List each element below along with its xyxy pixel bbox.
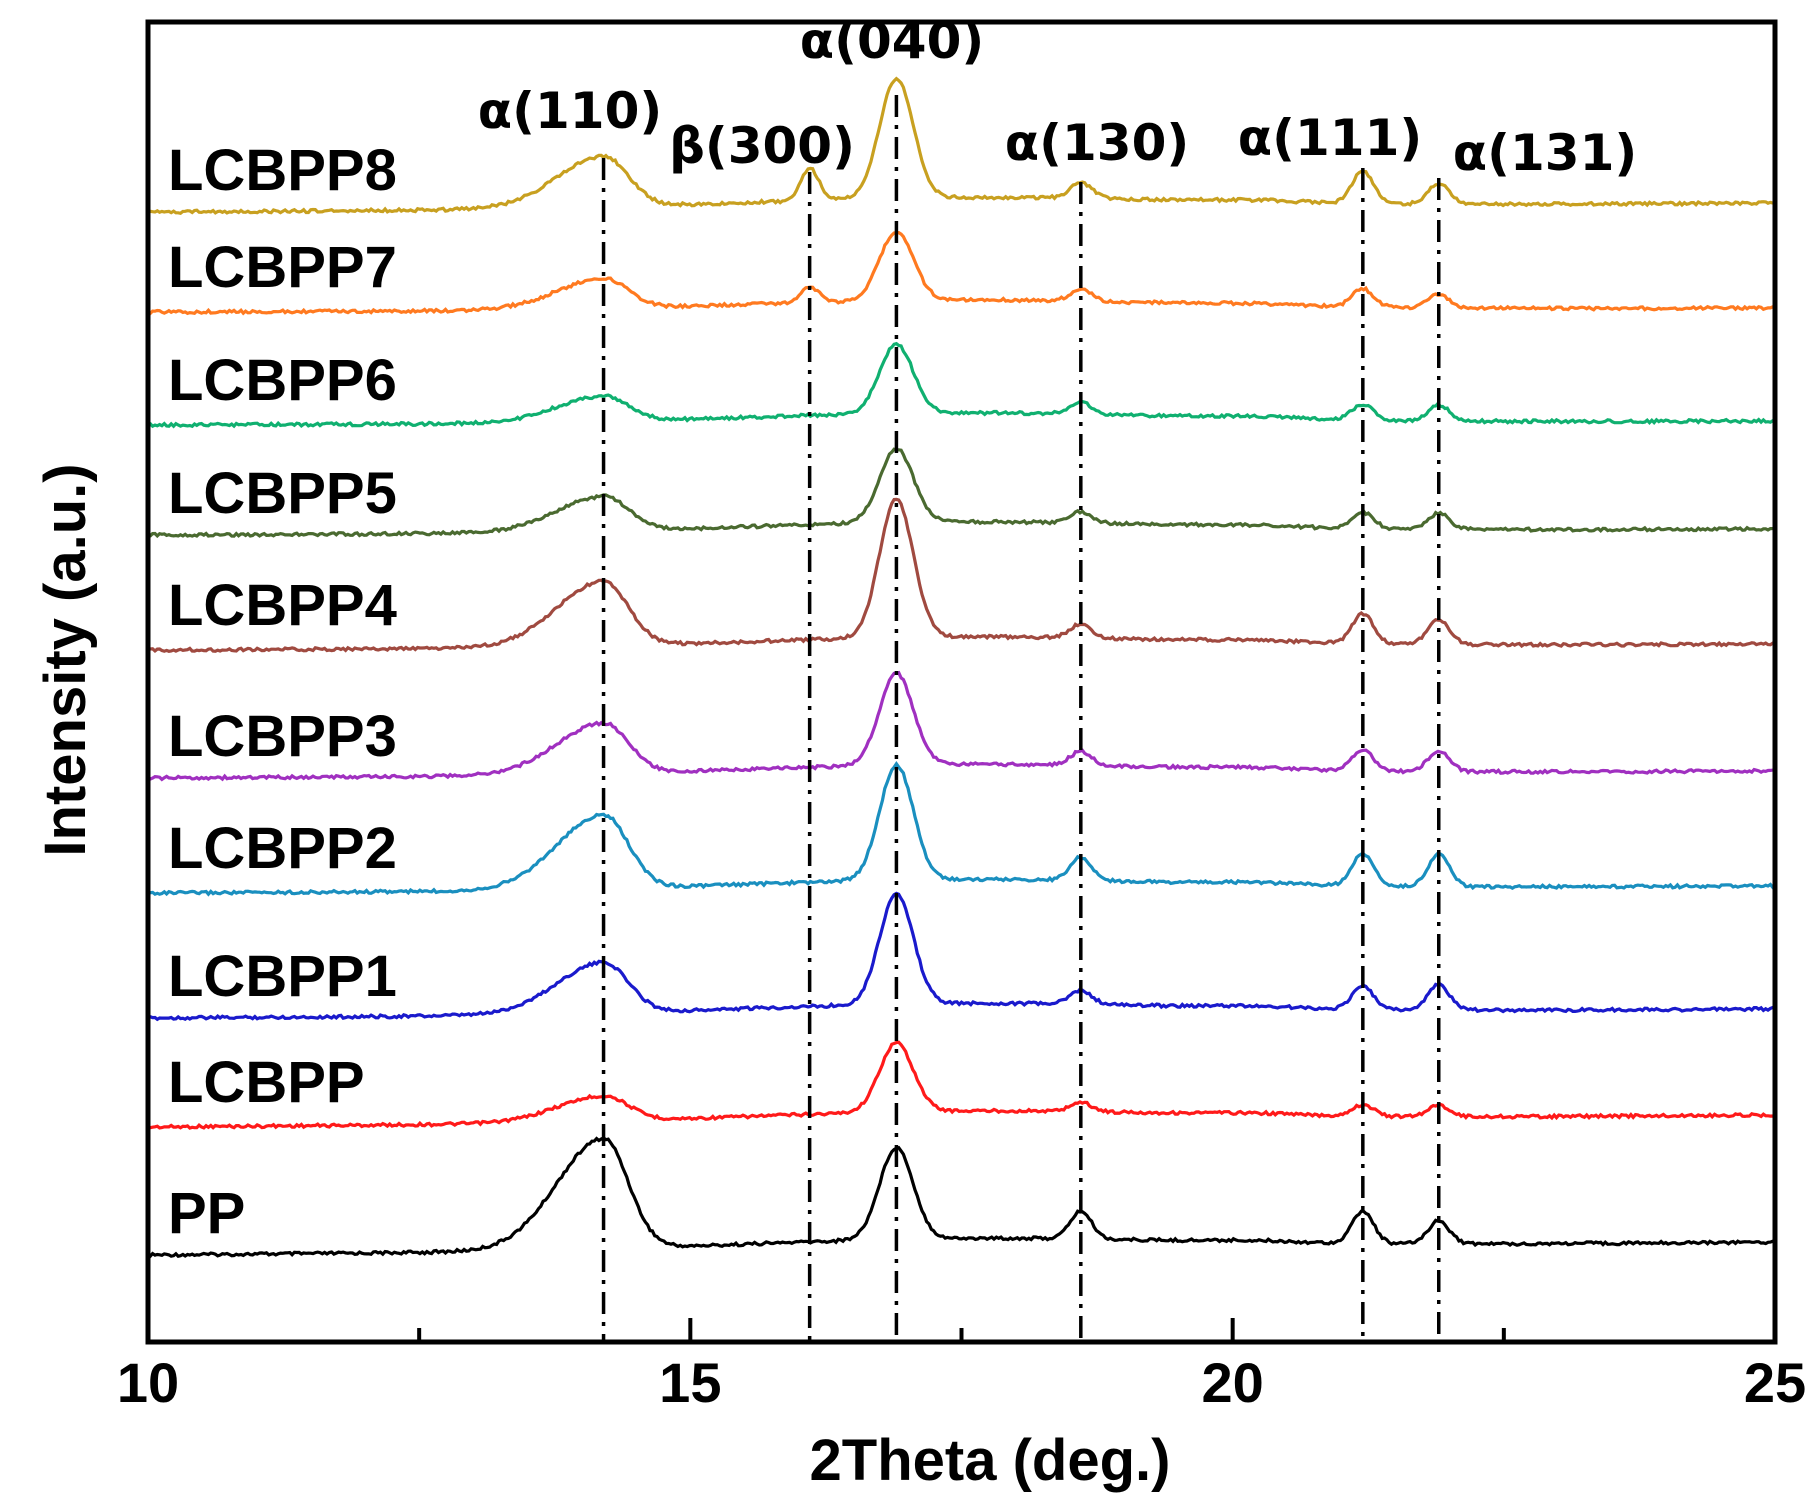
series-label-lcbpp3: LCBPP3 — [168, 704, 397, 769]
series-line-lcbpp5 — [147, 447, 1776, 539]
series-label-lcbpp8: LCBPP8 — [168, 138, 397, 203]
x-tick-label: 15 — [659, 1351, 721, 1414]
series-label-lcbpp: LCBPP — [168, 1050, 365, 1115]
x-tick-label: 10 — [117, 1351, 179, 1414]
series-label-lcbpp1: LCBPP1 — [168, 944, 397, 1009]
x-tick-label: 20 — [1202, 1351, 1264, 1414]
peak-marker-lines — [601, 95, 1441, 1342]
series-labels: PP LCBPP LCBPP1 LCBPP2 LCBPP3 LCBPP4 LCBPP5 LCB… — [168, 138, 397, 1246]
y-axis-title: Intensity (a.u.) — [33, 463, 98, 856]
series-line-lcbpp1 — [147, 891, 1776, 1022]
series-curves — [146, 76, 1777, 1259]
series-line-lcbpp7 — [146, 231, 1776, 316]
series-label-lcbpp7: LCBPP7 — [168, 235, 397, 300]
peak-label: α(131) — [1453, 124, 1637, 182]
series-line-pp — [146, 1136, 1777, 1259]
series-label-lcbpp5: LCBPP5 — [168, 461, 397, 526]
x-tick-label: 25 — [1744, 1351, 1806, 1414]
series-label-lcbpp4: LCBPP4 — [168, 573, 397, 638]
series-line-lcbpp8 — [146, 76, 1776, 216]
series-label-lcbpp6: LCBPP6 — [168, 348, 397, 413]
series-line-lcbpp — [147, 1040, 1776, 1130]
peak-label: β(300) — [669, 117, 855, 175]
peak-label: α(110) — [478, 82, 662, 140]
peak-labels: α(110)β(300)α(040)α(130) α(111) α(131) — [478, 12, 1637, 182]
series-line-lcbpp6 — [147, 341, 1776, 429]
plot-frame — [145, 19, 1778, 1345]
x-axis-title: 2Theta (deg.) — [810, 1428, 1171, 1493]
peak-label: α(111) — [1238, 109, 1422, 167]
x-axis-ticks: 10 15 20 25 — [117, 1318, 1806, 1414]
series-label-pp: PP — [168, 1181, 245, 1246]
series-line-lcbpp4 — [147, 497, 1777, 653]
peak-label: α(130) — [1005, 114, 1189, 172]
series-label-lcbpp2: LCBPP2 — [168, 816, 397, 881]
series-line-lcbpp3 — [146, 670, 1776, 782]
series-line-lcbpp2 — [147, 760, 1777, 897]
